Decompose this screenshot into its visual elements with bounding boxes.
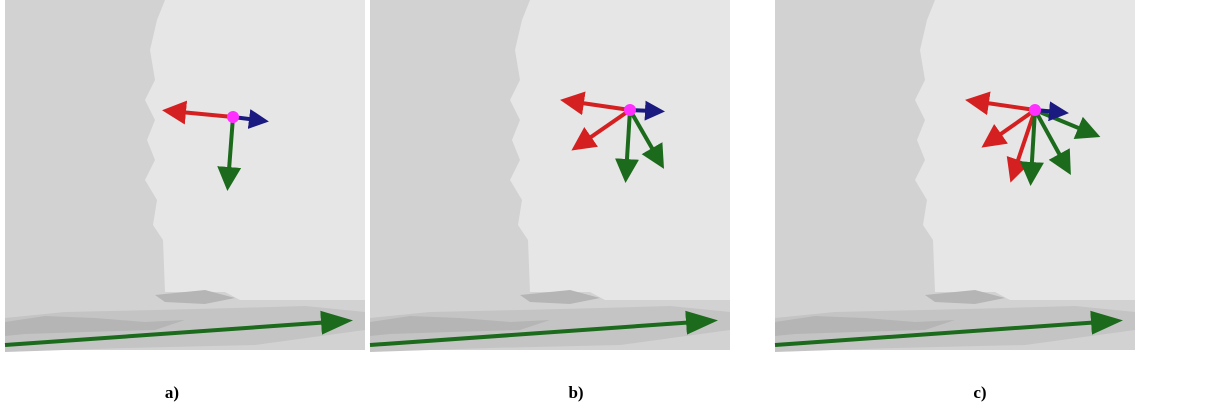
panel-label: c)	[973, 383, 986, 402]
panel-label: a)	[165, 383, 179, 402]
scene	[775, 0, 1135, 352]
scene	[5, 0, 365, 352]
figure: a) b) c)	[0, 0, 1217, 414]
scene	[370, 0, 730, 352]
origin	[1029, 104, 1041, 116]
panel-a	[5, 0, 365, 352]
panel-label: b)	[568, 383, 583, 402]
panel-c	[775, 0, 1135, 352]
origin	[624, 104, 636, 116]
panel-b	[370, 0, 730, 352]
origin	[227, 111, 239, 123]
